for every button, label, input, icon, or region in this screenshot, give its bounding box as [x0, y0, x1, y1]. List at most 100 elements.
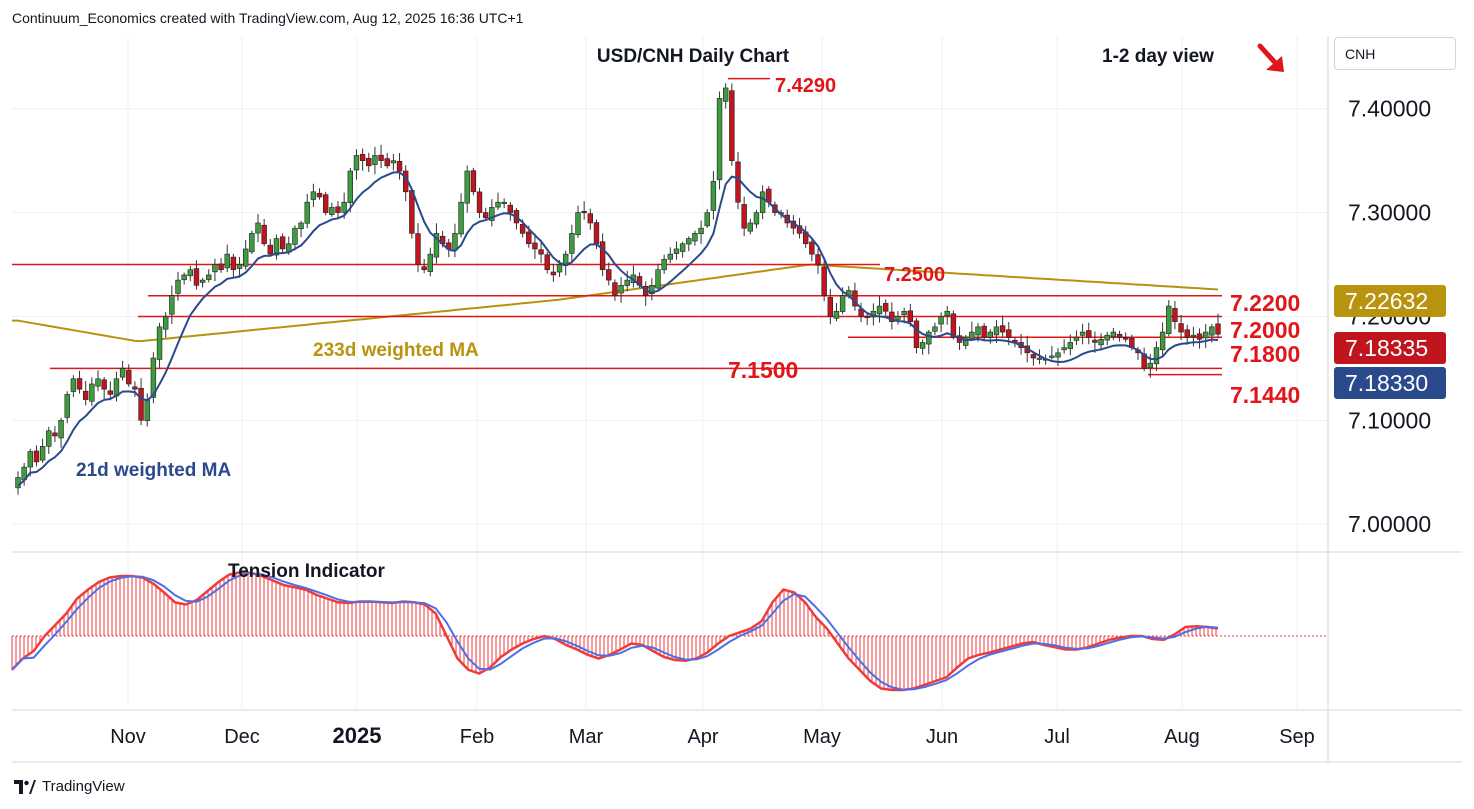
level-label: 7.4290 — [775, 75, 836, 97]
level-label: 7.2000 — [1230, 317, 1300, 343]
candle-body — [667, 253, 674, 260]
x-tick-label: Dec — [224, 726, 260, 748]
candle-body — [741, 204, 747, 229]
candle-body — [206, 274, 212, 280]
candle-body — [1184, 329, 1190, 338]
candle-body — [310, 191, 317, 200]
candle-body — [839, 295, 846, 312]
candle-body — [144, 399, 150, 422]
candle-body — [1147, 362, 1154, 369]
y-tick-label: 7.10000 — [1348, 407, 1431, 433]
ma21-line — [17, 171, 1219, 487]
candle-body — [538, 249, 544, 255]
candle-body — [526, 231, 532, 245]
candle-body — [39, 446, 46, 461]
x-tick-label: Jul — [1044, 726, 1070, 748]
candle-body — [107, 390, 114, 395]
candle-body — [292, 227, 298, 245]
candle-body — [987, 331, 994, 338]
tension-indicator — [11, 571, 1328, 692]
candle-body — [501, 201, 507, 205]
candle-body — [372, 155, 378, 165]
candle-body — [236, 264, 243, 269]
candle-body — [199, 279, 206, 283]
brand-name: TradingView — [42, 778, 125, 795]
y-tick-label: 7.40000 — [1348, 96, 1431, 122]
candle-body — [212, 264, 218, 273]
candle-body — [52, 432, 58, 437]
candle-body — [495, 201, 501, 208]
ma21-layer — [17, 171, 1219, 487]
candle-body — [1067, 342, 1074, 349]
candle-body — [218, 263, 224, 271]
candle-body — [729, 90, 735, 161]
candle-body — [46, 430, 52, 447]
candle-body — [833, 310, 840, 319]
candle-body — [470, 170, 477, 193]
symbol-box[interactable]: CNH — [1334, 37, 1456, 70]
candle-body — [1030, 354, 1037, 359]
candle-body — [384, 158, 390, 167]
candle-body — [464, 170, 470, 204]
x-tick-label: 2025 — [333, 723, 382, 748]
candle-body — [138, 387, 144, 421]
candle-body — [932, 326, 938, 332]
x-tick-label: Sep — [1279, 726, 1315, 748]
level-label: 7.1800 — [1230, 341, 1300, 367]
support-resistance-levels — [12, 77, 1222, 376]
x-tick-label: Apr — [687, 726, 718, 748]
candle-body — [1006, 329, 1012, 338]
candle-body — [606, 269, 612, 281]
arrow-down-right-icon — [1257, 43, 1284, 72]
candle-body — [919, 342, 926, 349]
candle-body — [15, 477, 21, 489]
candle-body — [698, 227, 704, 235]
candle-body — [1110, 331, 1117, 338]
candle-body — [907, 310, 914, 322]
candle-body — [101, 379, 107, 390]
price-tag-label: 7.18335 — [1345, 335, 1428, 361]
candle-body — [27, 451, 34, 468]
candle-body — [433, 233, 440, 258]
level-label: 7.1500 — [728, 357, 798, 383]
tension-red-line — [11, 571, 1219, 692]
candle-body — [679, 243, 686, 252]
x-tick-label: Jun — [926, 726, 958, 748]
candle-body — [1104, 334, 1110, 341]
candle-body — [599, 241, 606, 271]
candle-body — [1061, 347, 1067, 351]
price-tag — [1334, 332, 1446, 364]
candle-body — [1116, 333, 1123, 338]
candle-body — [722, 87, 729, 102]
candle-body — [1055, 352, 1061, 358]
candle-body — [230, 256, 237, 271]
candle-body — [329, 207, 335, 215]
candle-body — [993, 326, 1000, 336]
candle-body — [575, 212, 581, 236]
chart-subtitle: 1-2 day view — [1102, 46, 1214, 67]
x-tick-label: Mar — [569, 726, 604, 748]
candle-body — [895, 316, 901, 320]
price-tag-label: 7.22632 — [1345, 288, 1428, 314]
candle-body — [981, 325, 987, 338]
candle-body — [1049, 355, 1055, 358]
candle-body — [673, 248, 680, 254]
candle-body — [476, 191, 483, 213]
price-tag — [1334, 285, 1446, 317]
y-tick-label: 7.30000 — [1348, 200, 1431, 226]
candle-body — [187, 269, 194, 277]
tradingview-brand[interactable]: TradingView — [14, 778, 125, 795]
candle-body — [298, 222, 304, 230]
candle-body — [316, 192, 323, 198]
tension-title: Tension Indicator — [228, 561, 386, 582]
candle-body — [1079, 331, 1086, 336]
candle-body — [999, 325, 1006, 333]
candle-body — [1073, 336, 1080, 341]
candle-body — [390, 160, 397, 164]
candle-body — [347, 170, 354, 203]
level-label: 7.2200 — [1230, 290, 1300, 316]
candle-body — [1215, 323, 1221, 335]
candle-body — [273, 238, 280, 256]
candle-body — [950, 313, 957, 338]
